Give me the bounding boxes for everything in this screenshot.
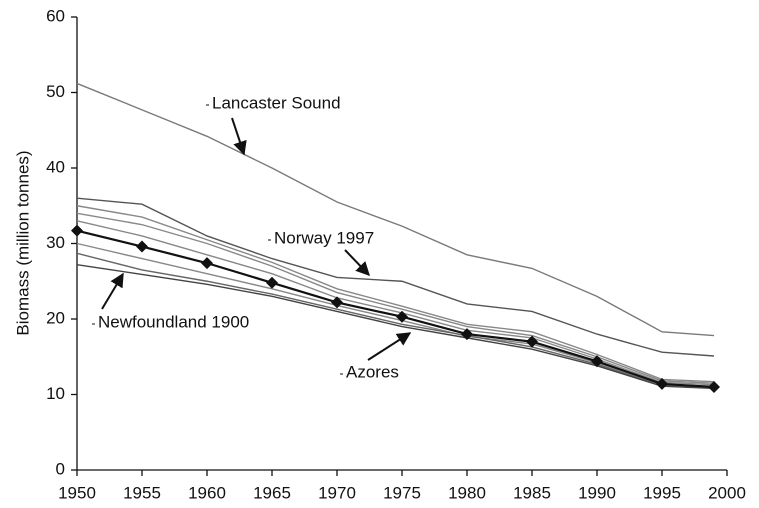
- series-label: Norway 1997: [274, 228, 374, 247]
- series-label: Azores: [346, 362, 399, 381]
- x-tick-label: 1975: [383, 483, 421, 502]
- x-tick-label: 1995: [643, 483, 681, 502]
- data-point: [591, 355, 603, 368]
- y-tick-label: 0: [56, 459, 65, 478]
- data-point: [266, 276, 278, 289]
- data-point: [526, 335, 538, 348]
- x-tick-label: 1980: [448, 483, 486, 502]
- y-axis-title: Biomass (million tonnes): [13, 150, 32, 335]
- data-point: [656, 377, 668, 390]
- data-point: [461, 328, 473, 341]
- x-tick-label: 2000: [708, 483, 746, 502]
- label-arrow: [344, 249, 370, 277]
- series-line: [76, 263, 715, 390]
- y-tick-label: 40: [46, 157, 65, 176]
- y-tick-label: 30: [46, 233, 65, 252]
- series-line: [76, 220, 715, 386]
- series-line: [76, 82, 715, 337]
- x-tick-label: 1960: [188, 483, 226, 502]
- x-tick-label: 1950: [58, 483, 96, 502]
- label-arrow: [101, 272, 124, 310]
- data-point: [396, 310, 408, 323]
- label-arrow: [231, 117, 247, 156]
- x-tick-label: 1955: [123, 483, 161, 502]
- y-tick-label: 50: [46, 82, 65, 101]
- x-tick-label: 1965: [253, 483, 291, 502]
- y-tick-label: 20: [46, 308, 65, 327]
- label-arrow: [367, 332, 412, 361]
- series-label: Lancaster Sound: [212, 93, 341, 112]
- series-line: [76, 212, 715, 384]
- data-point: [71, 224, 83, 237]
- x-tick-label: 1985: [513, 483, 551, 502]
- series-line: [76, 197, 715, 357]
- x-tick-label: 1990: [578, 483, 616, 502]
- data-point: [201, 257, 213, 270]
- series-line: [76, 252, 715, 389]
- y-tick-label: 10: [46, 384, 65, 403]
- y-tick-label: 60: [46, 6, 65, 25]
- series-label: Newfoundland 1900: [98, 312, 249, 331]
- data-point: [136, 240, 148, 253]
- series-line: [76, 205, 715, 383]
- data-point: [331, 296, 343, 309]
- x-tick-label: 1970: [318, 483, 356, 502]
- data-point: [708, 380, 720, 393]
